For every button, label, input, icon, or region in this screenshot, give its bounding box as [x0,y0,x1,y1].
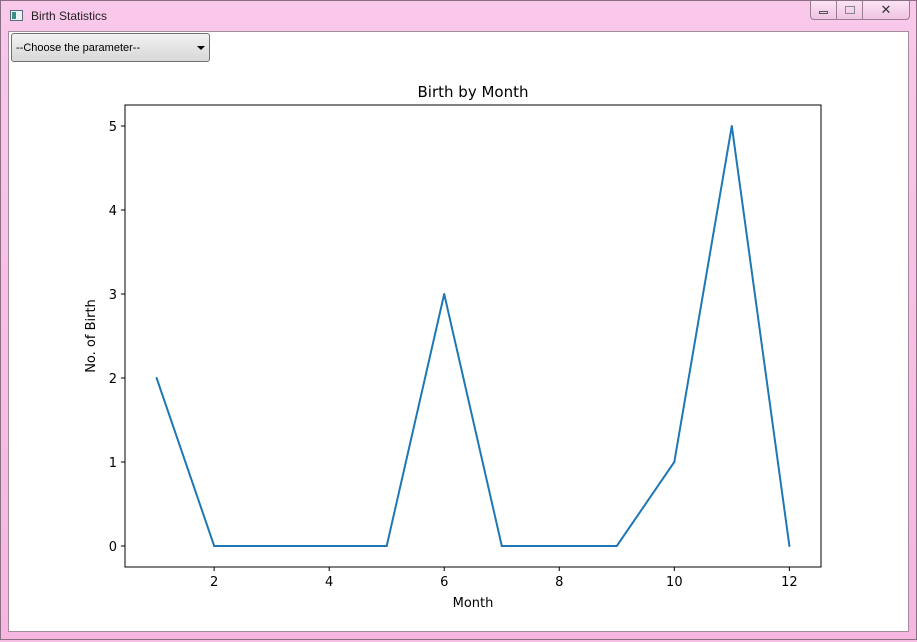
y-axis-label: No. of Birth [84,299,99,373]
data-point [500,545,503,547]
app-window-icon [10,10,23,21]
data-point [730,125,733,127]
data-point [213,545,216,547]
plot-area [124,104,822,568]
data-point [328,545,331,547]
y-tick-label: 5 [109,120,117,135]
title-bar[interactable]: Birth Statistics ✕ [1,1,916,31]
x-tick-label: 4 [325,575,333,590]
close-icon: ✕ [880,2,892,18]
client-area: --Choose the parameter-- Birth by Month … [8,31,909,632]
x-tick-label: 12 [781,575,798,590]
series-layer [155,125,791,547]
data-point [155,377,158,379]
data-point [615,545,618,547]
data-point [270,545,273,547]
x-tick-label: 6 [440,575,448,590]
maximize-button[interactable] [837,1,863,20]
y-tick-label: 1 [109,456,117,471]
window-title: Birth Statistics [31,9,108,23]
data-point [443,293,446,295]
close-button[interactable]: ✕ [863,1,910,20]
parameter-dropdown-value: --Choose the parameter-- [16,42,141,54]
x-tick-label: 10 [666,575,683,590]
minimize-button[interactable] [810,1,837,20]
series-line [155,125,791,547]
chart-title: Birth by Month [418,83,529,101]
y-tick-label: 0 [109,540,117,555]
data-point [385,545,388,547]
x-axis-label: Month [453,596,494,611]
data-point [788,545,791,547]
data-point [558,545,561,547]
x-tick-label: 8 [555,575,563,590]
minimize-icon [819,10,828,14]
maximize-icon [844,6,855,14]
y-tick-label: 2 [109,372,117,387]
y-tick-label: 3 [109,288,117,303]
parameter-dropdown[interactable]: --Choose the parameter-- [11,33,210,62]
window-controls: ✕ [810,1,910,21]
y-axis: 0 1 2 3 4 5 [109,120,125,555]
x-tick-label: 2 [210,575,218,590]
x-axis: 2 4 6 8 10 12 [210,567,798,590]
y-tick-label: 4 [109,204,117,219]
chevron-down-icon [197,46,205,50]
data-point [673,461,676,463]
